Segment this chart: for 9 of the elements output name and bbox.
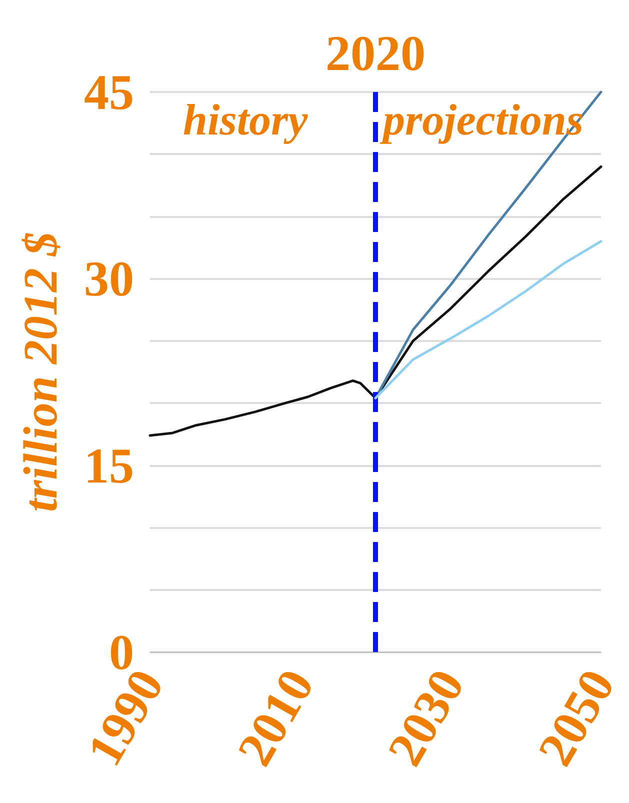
annotation: projections bbox=[379, 96, 584, 144]
line-series bbox=[148, 165, 602, 437]
line-series bbox=[374, 240, 602, 400]
ref-line-label: 2020 bbox=[326, 25, 426, 81]
annotation: history bbox=[183, 96, 308, 144]
y-tick-label: 15 bbox=[84, 437, 134, 494]
y-tick-label: 30 bbox=[84, 250, 134, 307]
y-tick-label: 45 bbox=[84, 64, 134, 120]
y-axis-title: trillion 2012 $ bbox=[14, 232, 68, 512]
